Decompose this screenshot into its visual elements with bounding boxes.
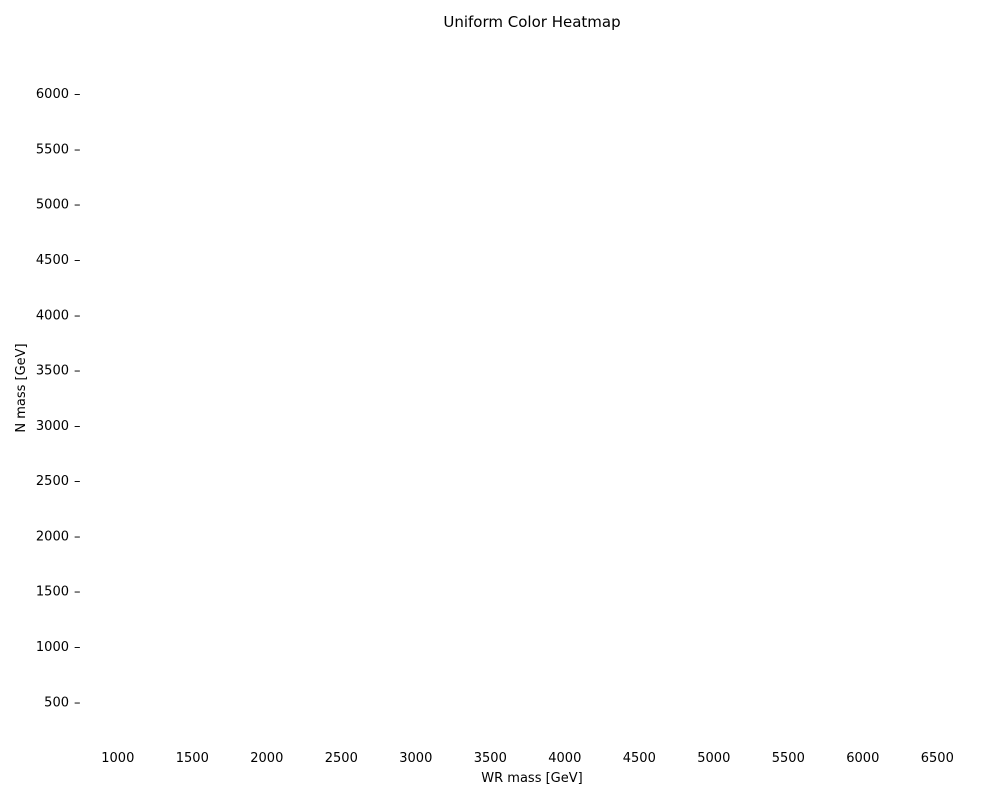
y-tick-mark: – xyxy=(74,253,81,268)
x-axis-ticks: 1000 1500 2000 2500 3000 3500 4000 4500 5000 5500… xyxy=(101,751,954,766)
y-tick-mark: – xyxy=(74,87,81,102)
y-tick-mark: – xyxy=(74,143,81,158)
x-tick-label: 4500 xyxy=(623,751,656,766)
y-tick-label: 2500 xyxy=(36,474,69,489)
y-tick-label: 1500 xyxy=(36,585,69,600)
y-tick-mark: – xyxy=(74,640,81,655)
y-tick-label: 5500 xyxy=(36,143,69,158)
x-tick-label: 5000 xyxy=(697,751,730,766)
y-tick-label: 1000 xyxy=(36,640,69,655)
y-tick-mark: – xyxy=(74,419,81,434)
y-tick-mark: – xyxy=(74,364,81,379)
y-tick-mark: – xyxy=(74,474,81,489)
x-axis-label: WR mass [GeV] xyxy=(481,771,582,786)
y-tick-label: 4000 xyxy=(36,308,69,323)
plot-area xyxy=(85,60,985,740)
y-axis-ticks: 500 –1000 –1500 –2000 –2500 –3000 –3500 –4000 –4… xyxy=(36,87,81,710)
y-tick-mark: – xyxy=(74,695,81,710)
y-tick-mark: – xyxy=(74,585,81,600)
y-tick-label: 2000 xyxy=(36,529,69,544)
x-tick-label: 2000 xyxy=(250,751,283,766)
y-tick-mark: – xyxy=(74,529,81,544)
x-tick-label: 6000 xyxy=(846,751,879,766)
y-tick-label: 4500 xyxy=(36,253,69,268)
x-tick-label: 5500 xyxy=(772,751,805,766)
y-tick-label: 5000 xyxy=(36,198,69,213)
x-tick-label: 2500 xyxy=(325,751,358,766)
y-tick-mark: – xyxy=(74,198,81,213)
x-tick-label: 6500 xyxy=(921,751,954,766)
y-tick-label: 3000 xyxy=(36,419,69,434)
y-tick-mark: – xyxy=(74,308,81,323)
y-axis-label: N mass [GeV] xyxy=(14,343,29,432)
x-tick-label: 4000 xyxy=(548,751,581,766)
y-tick-label: 500 xyxy=(44,695,69,710)
x-tick-label: 3500 xyxy=(474,751,507,766)
y-tick-label: 3500 xyxy=(36,364,69,379)
x-tick-label: 1000 xyxy=(101,751,134,766)
y-tick-label: 6000 xyxy=(36,87,69,102)
x-tick-label: 1500 xyxy=(176,751,209,766)
x-tick-label: 3000 xyxy=(399,751,432,766)
chart-title: Uniform Color Heatmap xyxy=(443,13,620,31)
